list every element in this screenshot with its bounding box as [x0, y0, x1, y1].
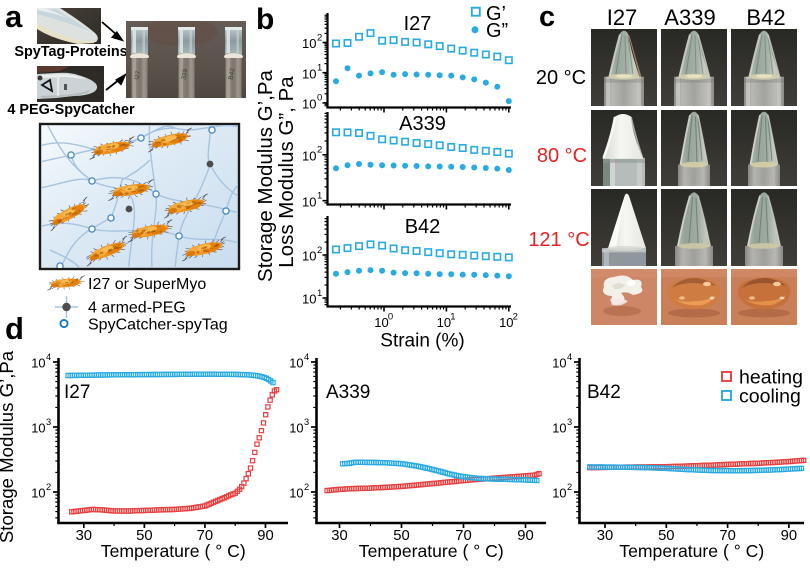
svg-text:10: 10	[302, 194, 316, 209]
svg-text:2: 2	[317, 145, 322, 156]
svg-text:90: 90	[257, 528, 273, 544]
svg-text:2: 2	[513, 312, 518, 323]
svg-text:3: 3	[567, 417, 572, 427]
svg-text:0: 0	[317, 93, 322, 104]
svg-text:B42: B42	[746, 5, 785, 30]
svg-text:10: 10	[31, 356, 45, 371]
svg-text:Strain (%): Strain (%)	[380, 331, 464, 352]
svg-text:A339: A339	[664, 5, 715, 30]
svg-text:50: 50	[658, 528, 674, 544]
svg-text:SpyTag-Proteins: SpyTag-Proteins	[14, 44, 127, 60]
svg-text:Loss Modulus G”, Pa: Loss Modulus G”, Pa	[275, 76, 298, 268]
svg-text:I27: I27	[607, 5, 638, 30]
svg-text:1: 1	[450, 312, 455, 323]
svg-text:B42: B42	[228, 67, 237, 80]
svg-text:a: a	[5, 0, 23, 34]
svg-text:heating: heating	[739, 367, 803, 389]
svg-text:50: 50	[136, 528, 152, 544]
svg-text:Storage Modulus G’,Pa: Storage Modulus G’,Pa	[0, 350, 17, 543]
svg-text:10: 10	[31, 486, 45, 501]
svg-text:121 °C: 121 °C	[528, 229, 589, 251]
svg-text:10: 10	[302, 292, 316, 307]
svg-text:2: 2	[304, 482, 309, 492]
svg-text:3: 3	[304, 417, 309, 427]
svg-text:70: 70	[455, 528, 471, 544]
svg-text:4: 4	[304, 352, 309, 362]
svg-text:70: 70	[719, 528, 735, 544]
svg-text:A339: A339	[326, 382, 370, 403]
svg-text:I27: I27	[404, 13, 432, 35]
svg-text:4: 4	[46, 352, 51, 362]
svg-text:1: 1	[317, 288, 322, 299]
svg-text:4 armed-PEG: 4 armed-PEG	[88, 300, 186, 317]
svg-text:10: 10	[31, 421, 45, 436]
svg-text:10: 10	[437, 315, 451, 330]
svg-text:70: 70	[197, 528, 213, 544]
svg-text:4 PEG-SpyCatcher: 4 PEG-SpyCatcher	[7, 102, 135, 118]
svg-text:Temperature ( ° C): Temperature ( ° C)	[101, 541, 246, 561]
svg-text:30: 30	[331, 528, 347, 544]
svg-text:G”: G”	[486, 20, 508, 42]
svg-text:10: 10	[552, 421, 566, 436]
svg-text:90: 90	[517, 528, 533, 544]
svg-text:2: 2	[567, 482, 572, 492]
svg-text:0: 0	[388, 312, 393, 323]
svg-text:A339: A339	[399, 113, 446, 135]
svg-text:b: b	[256, 3, 274, 36]
svg-text:10: 10	[302, 97, 316, 112]
svg-text:SpyCatcher-spyTag: SpyCatcher-spyTag	[88, 317, 228, 334]
svg-text:3: 3	[46, 417, 51, 427]
svg-text:10: 10	[289, 421, 303, 436]
svg-text:G’: G’	[486, 3, 506, 25]
svg-text:10: 10	[499, 315, 513, 330]
svg-text:10: 10	[289, 486, 303, 501]
svg-text:Storage Modulus G’,Pa: Storage Modulus G’,Pa	[254, 69, 277, 282]
svg-text:339: 339	[181, 68, 190, 80]
svg-text:2: 2	[317, 245, 322, 256]
svg-text:I27 or SuperMyo: I27 or SuperMyo	[88, 276, 206, 293]
svg-text:90: 90	[781, 528, 797, 544]
svg-text:80 °C: 80 °C	[537, 145, 587, 167]
svg-text:10: 10	[302, 148, 316, 163]
svg-text:2: 2	[317, 32, 322, 43]
svg-text:10: 10	[552, 486, 566, 501]
svg-text:10: 10	[552, 356, 566, 371]
svg-text:10: 10	[302, 66, 316, 81]
svg-text:30: 30	[76, 528, 92, 544]
svg-text:I27: I27	[134, 70, 143, 80]
svg-text:1: 1	[317, 191, 322, 202]
svg-text:50: 50	[393, 528, 409, 544]
svg-text:10: 10	[302, 249, 316, 264]
svg-text:I27: I27	[64, 382, 90, 403]
svg-text:B42: B42	[405, 216, 441, 238]
svg-text:Temperature ( ° C): Temperature ( ° C)	[359, 541, 504, 561]
svg-text:B42: B42	[587, 382, 621, 403]
svg-text:10: 10	[289, 356, 303, 371]
svg-text:c: c	[539, 1, 555, 33]
svg-text:10: 10	[302, 36, 316, 51]
svg-text:20 °C: 20 °C	[536, 67, 586, 89]
svg-text:1: 1	[317, 63, 322, 74]
svg-text:10: 10	[374, 315, 388, 330]
svg-text:2: 2	[46, 482, 51, 492]
svg-text:cooling: cooling	[739, 386, 801, 408]
svg-text:4: 4	[567, 352, 572, 362]
svg-text:Temperature ( ° C): Temperature ( ° C)	[619, 541, 764, 561]
svg-text:d: d	[5, 311, 24, 346]
svg-text:30: 30	[597, 528, 613, 544]
